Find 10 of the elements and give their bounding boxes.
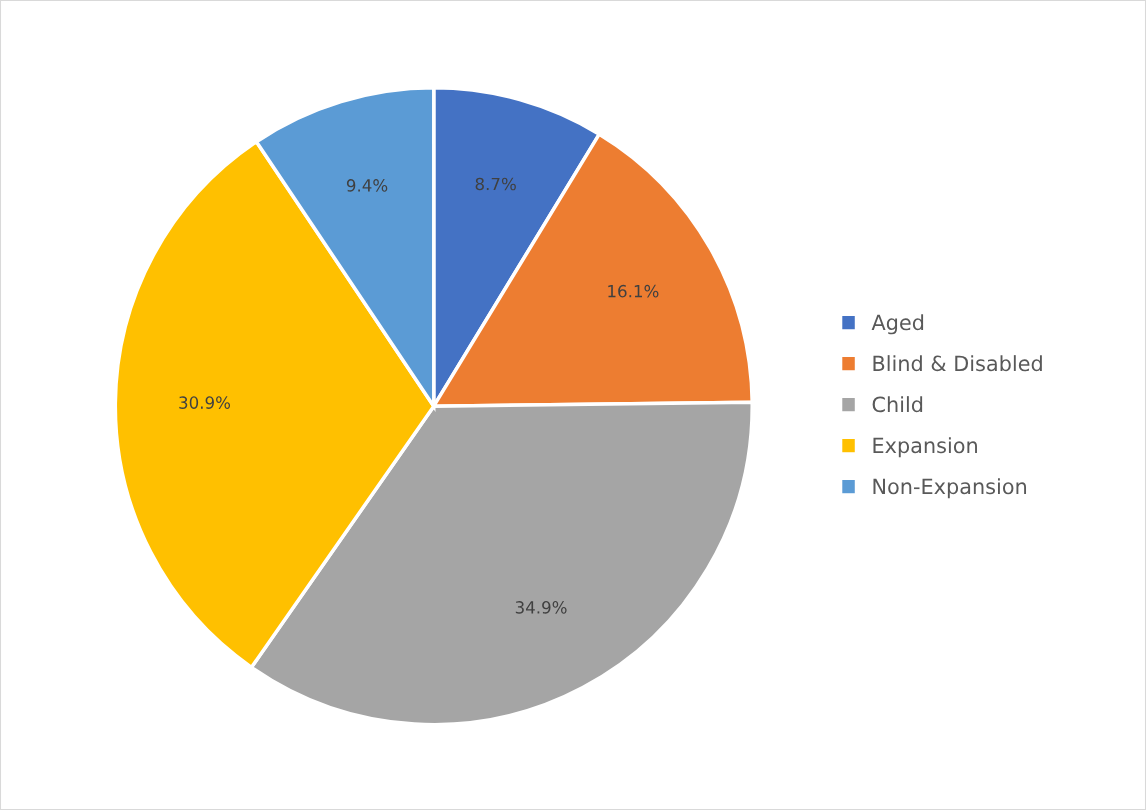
data-label: 30.9%	[179, 396, 231, 409]
legend-label: Blind & Disabled	[873, 355, 1042, 372]
data-label: 8.7%	[475, 177, 516, 191]
legend-label: Non-Expansion	[873, 478, 1027, 499]
data-label: 9.4%	[346, 179, 388, 192]
legend-label: Aged	[871, 314, 924, 335]
legend-label: Expansion	[873, 437, 977, 458]
data-label: 16.1%	[608, 284, 659, 298]
legend-label: Child	[872, 396, 923, 413]
data-label: 34.9%	[515, 601, 567, 614]
